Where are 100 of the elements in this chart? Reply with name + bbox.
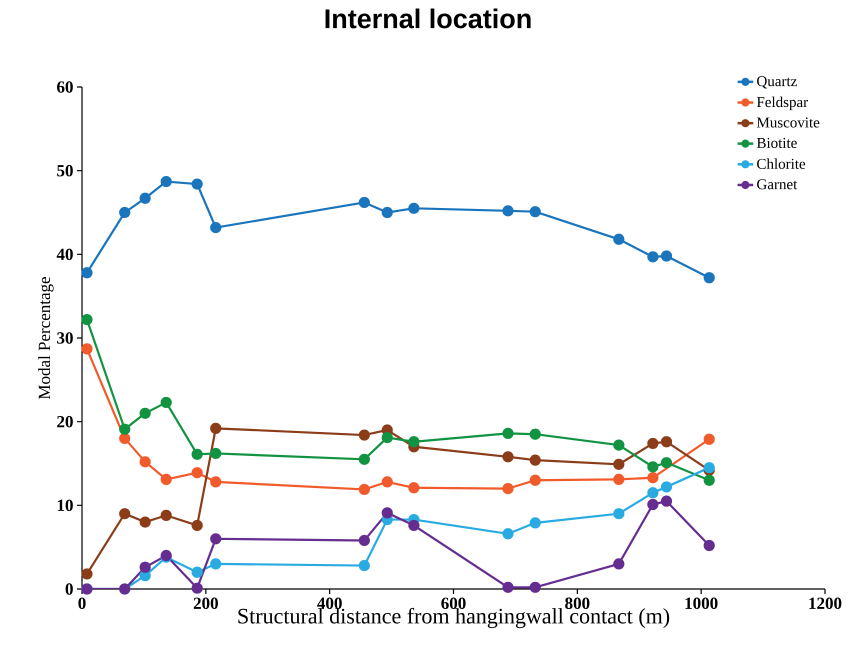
point (502, 483, 514, 494)
point (358, 454, 370, 465)
point (613, 458, 624, 470)
point (382, 476, 393, 488)
point (530, 428, 541, 440)
point (704, 462, 715, 474)
y-tick-label: 0 (66, 583, 73, 595)
point (704, 540, 715, 552)
point (502, 205, 514, 216)
x-tick-label: 200 (194, 598, 218, 610)
point (704, 272, 715, 284)
y-tick-label: 10 (58, 500, 73, 512)
point (81, 267, 93, 278)
y-tick-label: 60 (57, 81, 73, 93)
point (119, 508, 130, 520)
x-tick-label: 400 (317, 598, 342, 610)
point (160, 474, 172, 485)
point (210, 222, 222, 234)
point (210, 533, 222, 544)
point (613, 439, 624, 451)
point (502, 451, 514, 462)
point (382, 507, 393, 518)
point (530, 206, 541, 218)
point (119, 424, 130, 435)
point (530, 517, 541, 529)
point (140, 192, 151, 204)
point (358, 534, 370, 546)
x-tick-label: 1000 (686, 598, 718, 610)
point (408, 436, 420, 448)
legend-label: Feldspar (756, 96, 808, 110)
point (160, 176, 172, 188)
point (704, 474, 715, 486)
point (160, 510, 172, 521)
legend-label: Garnet (757, 179, 798, 190)
point (192, 467, 203, 478)
point (408, 520, 420, 532)
legend-label: Muscovite (756, 117, 820, 128)
point (119, 206, 130, 218)
point (647, 461, 658, 472)
point (613, 474, 624, 485)
point (613, 508, 624, 520)
point (192, 582, 203, 594)
point (210, 448, 222, 460)
point (119, 432, 130, 444)
point (660, 457, 672, 468)
legend-label: Quartz (757, 76, 797, 89)
point (210, 558, 222, 570)
y-tick-label: 30 (57, 332, 73, 344)
point (502, 528, 514, 540)
y-tick-label: 50 (57, 164, 73, 176)
point (210, 476, 222, 488)
point (660, 436, 672, 448)
point (530, 582, 541, 593)
point (192, 566, 203, 578)
x-tick-label: 1200 (809, 598, 842, 610)
x-tick-label: 600 (441, 598, 466, 610)
x-tick-label: 0 (78, 598, 86, 610)
point (140, 516, 151, 528)
point (358, 560, 370, 572)
point (647, 487, 658, 498)
point (140, 456, 151, 468)
point (160, 396, 172, 408)
point (613, 234, 624, 245)
point (192, 520, 203, 532)
point (647, 438, 658, 450)
y-axis-title: Modal Percentage (38, 276, 54, 400)
point (358, 429, 370, 441)
point (647, 498, 658, 510)
point (382, 206, 393, 218)
point (210, 422, 222, 434)
point (140, 562, 151, 573)
point (647, 251, 658, 262)
point (530, 474, 541, 486)
y-tick-label: 20 (57, 416, 73, 428)
point (613, 558, 624, 570)
chart-title: Internal location (326, 8, 531, 28)
point (502, 428, 514, 439)
point (647, 472, 658, 484)
point (704, 434, 715, 445)
point (660, 496, 672, 507)
point (530, 454, 541, 466)
point (660, 250, 672, 262)
x-axis-title: Structural distance from hangingwall contact (m) (238, 608, 670, 628)
point (660, 481, 672, 493)
point (140, 408, 151, 419)
point (81, 343, 93, 354)
point (502, 582, 514, 593)
legend-label: Biotite (756, 138, 797, 148)
y-tick-label: 40 (56, 248, 73, 260)
point (81, 568, 93, 580)
point (358, 484, 370, 496)
point (81, 314, 93, 326)
point (192, 448, 203, 460)
legend-label: Chlorite (757, 158, 806, 169)
point (358, 196, 370, 208)
point (382, 432, 393, 444)
point (192, 178, 203, 190)
point (408, 202, 420, 214)
x-tick-label: 800 (565, 598, 590, 610)
point (408, 482, 420, 494)
